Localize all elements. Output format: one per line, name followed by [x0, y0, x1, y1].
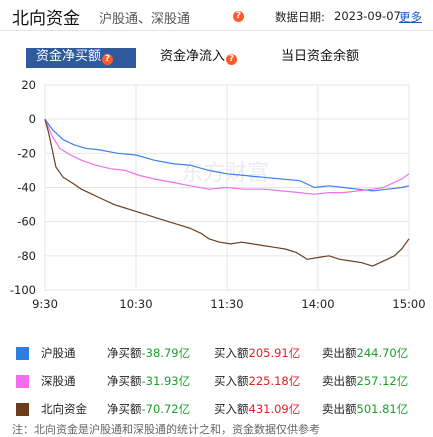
footnote: 注：北向资金是沪股通和深股通的统计之和，资金数据仅供参考 — [12, 423, 320, 436]
y-tick-label: -80 — [17, 249, 36, 263]
legend-row-sh: 沪股通 净买额-38.79亿 买入额205.91亿 卖出额244.70亿 — [0, 343, 433, 363]
y-tick-label: -40 — [17, 181, 36, 195]
y-tick-label: -60 — [17, 215, 36, 229]
tab-daily-balance-label: 当日资金余额 — [281, 49, 360, 64]
series-line-1 — [44, 118, 410, 192]
net-buy-value: 净买额-31.93亿 — [107, 374, 191, 388]
sell-value: 卖出额501.81亿 — [322, 402, 409, 416]
sell-value: 卖出额244.70亿 — [322, 346, 409, 360]
x-tick-label: 11:30 — [210, 297, 243, 311]
tab-net-inflow-label: 资金净流入 — [160, 49, 226, 64]
page-subtitle: 沪股通、深股通 — [99, 12, 191, 27]
x-tick-label: 9:30 — [32, 297, 58, 311]
legend-name: 沪股通 — [41, 346, 76, 360]
help-icon[interactable]: ? — [102, 54, 114, 65]
y-tick-label: 20 — [21, 78, 36, 92]
more-link[interactable]: 更多 — [399, 10, 422, 24]
series-line-2 — [44, 118, 410, 195]
date-value: 2023-09-07 — [334, 9, 401, 23]
legend-swatch — [16, 347, 29, 360]
buy-value: 买入额205.91亿 — [214, 346, 301, 360]
date-label: 数据日期: — [275, 10, 325, 24]
buy-value: 买入额431.09亿 — [214, 402, 301, 416]
y-tick-label: -100 — [10, 283, 36, 297]
legend-row-sz: 深股通 净买额-31.93亿 买入额225.18亿 卖出额257.12亿 — [0, 371, 433, 391]
buy-value: 买入额225.18亿 — [214, 374, 301, 388]
legend-name: 深股通 — [41, 374, 76, 388]
net-buy-value: 净买额-70.72亿 — [107, 402, 191, 416]
y-tick-label: 0 — [29, 112, 36, 126]
chart-series — [44, 118, 410, 267]
net-buy-value: 净买额-38.79亿 — [107, 346, 191, 360]
series-line-3 — [44, 119, 410, 267]
tab-net-inflow[interactable]: 资金净流入? — [160, 48, 238, 66]
x-tick-label: 15:00 — [392, 297, 425, 311]
sell-value: 卖出额257.12亿 — [322, 374, 409, 388]
legend-swatch — [16, 375, 29, 388]
tab-net-buy-label: 资金净买额 — [36, 49, 102, 64]
legend-swatch — [16, 403, 29, 416]
header: 北向资金 沪股通、深股通 ? 数据日期: 2023-09-07 更多 — [0, 0, 433, 36]
legend-name: 北向资金 — [41, 402, 87, 416]
tab-daily-balance[interactable]: 当日资金余额 — [281, 48, 359, 66]
x-tick-label: 10:30 — [119, 297, 152, 311]
active-tab-underline — [26, 66, 136, 68]
header-divider — [0, 30, 433, 31]
y-tick-label: -20 — [17, 146, 36, 160]
help-icon[interactable]: ? — [226, 54, 238, 65]
page-title: 北向资金 — [12, 9, 80, 29]
x-tick-label: 14:00 — [301, 297, 334, 311]
help-icon[interactable]: ? — [233, 11, 244, 22]
legend-row-north: 北向资金 净买额-70.72亿 买入额431.09亿 卖出额501.81亿 — [0, 399, 433, 419]
tab-net-buy[interactable]: 资金净买额? — [26, 48, 136, 66]
